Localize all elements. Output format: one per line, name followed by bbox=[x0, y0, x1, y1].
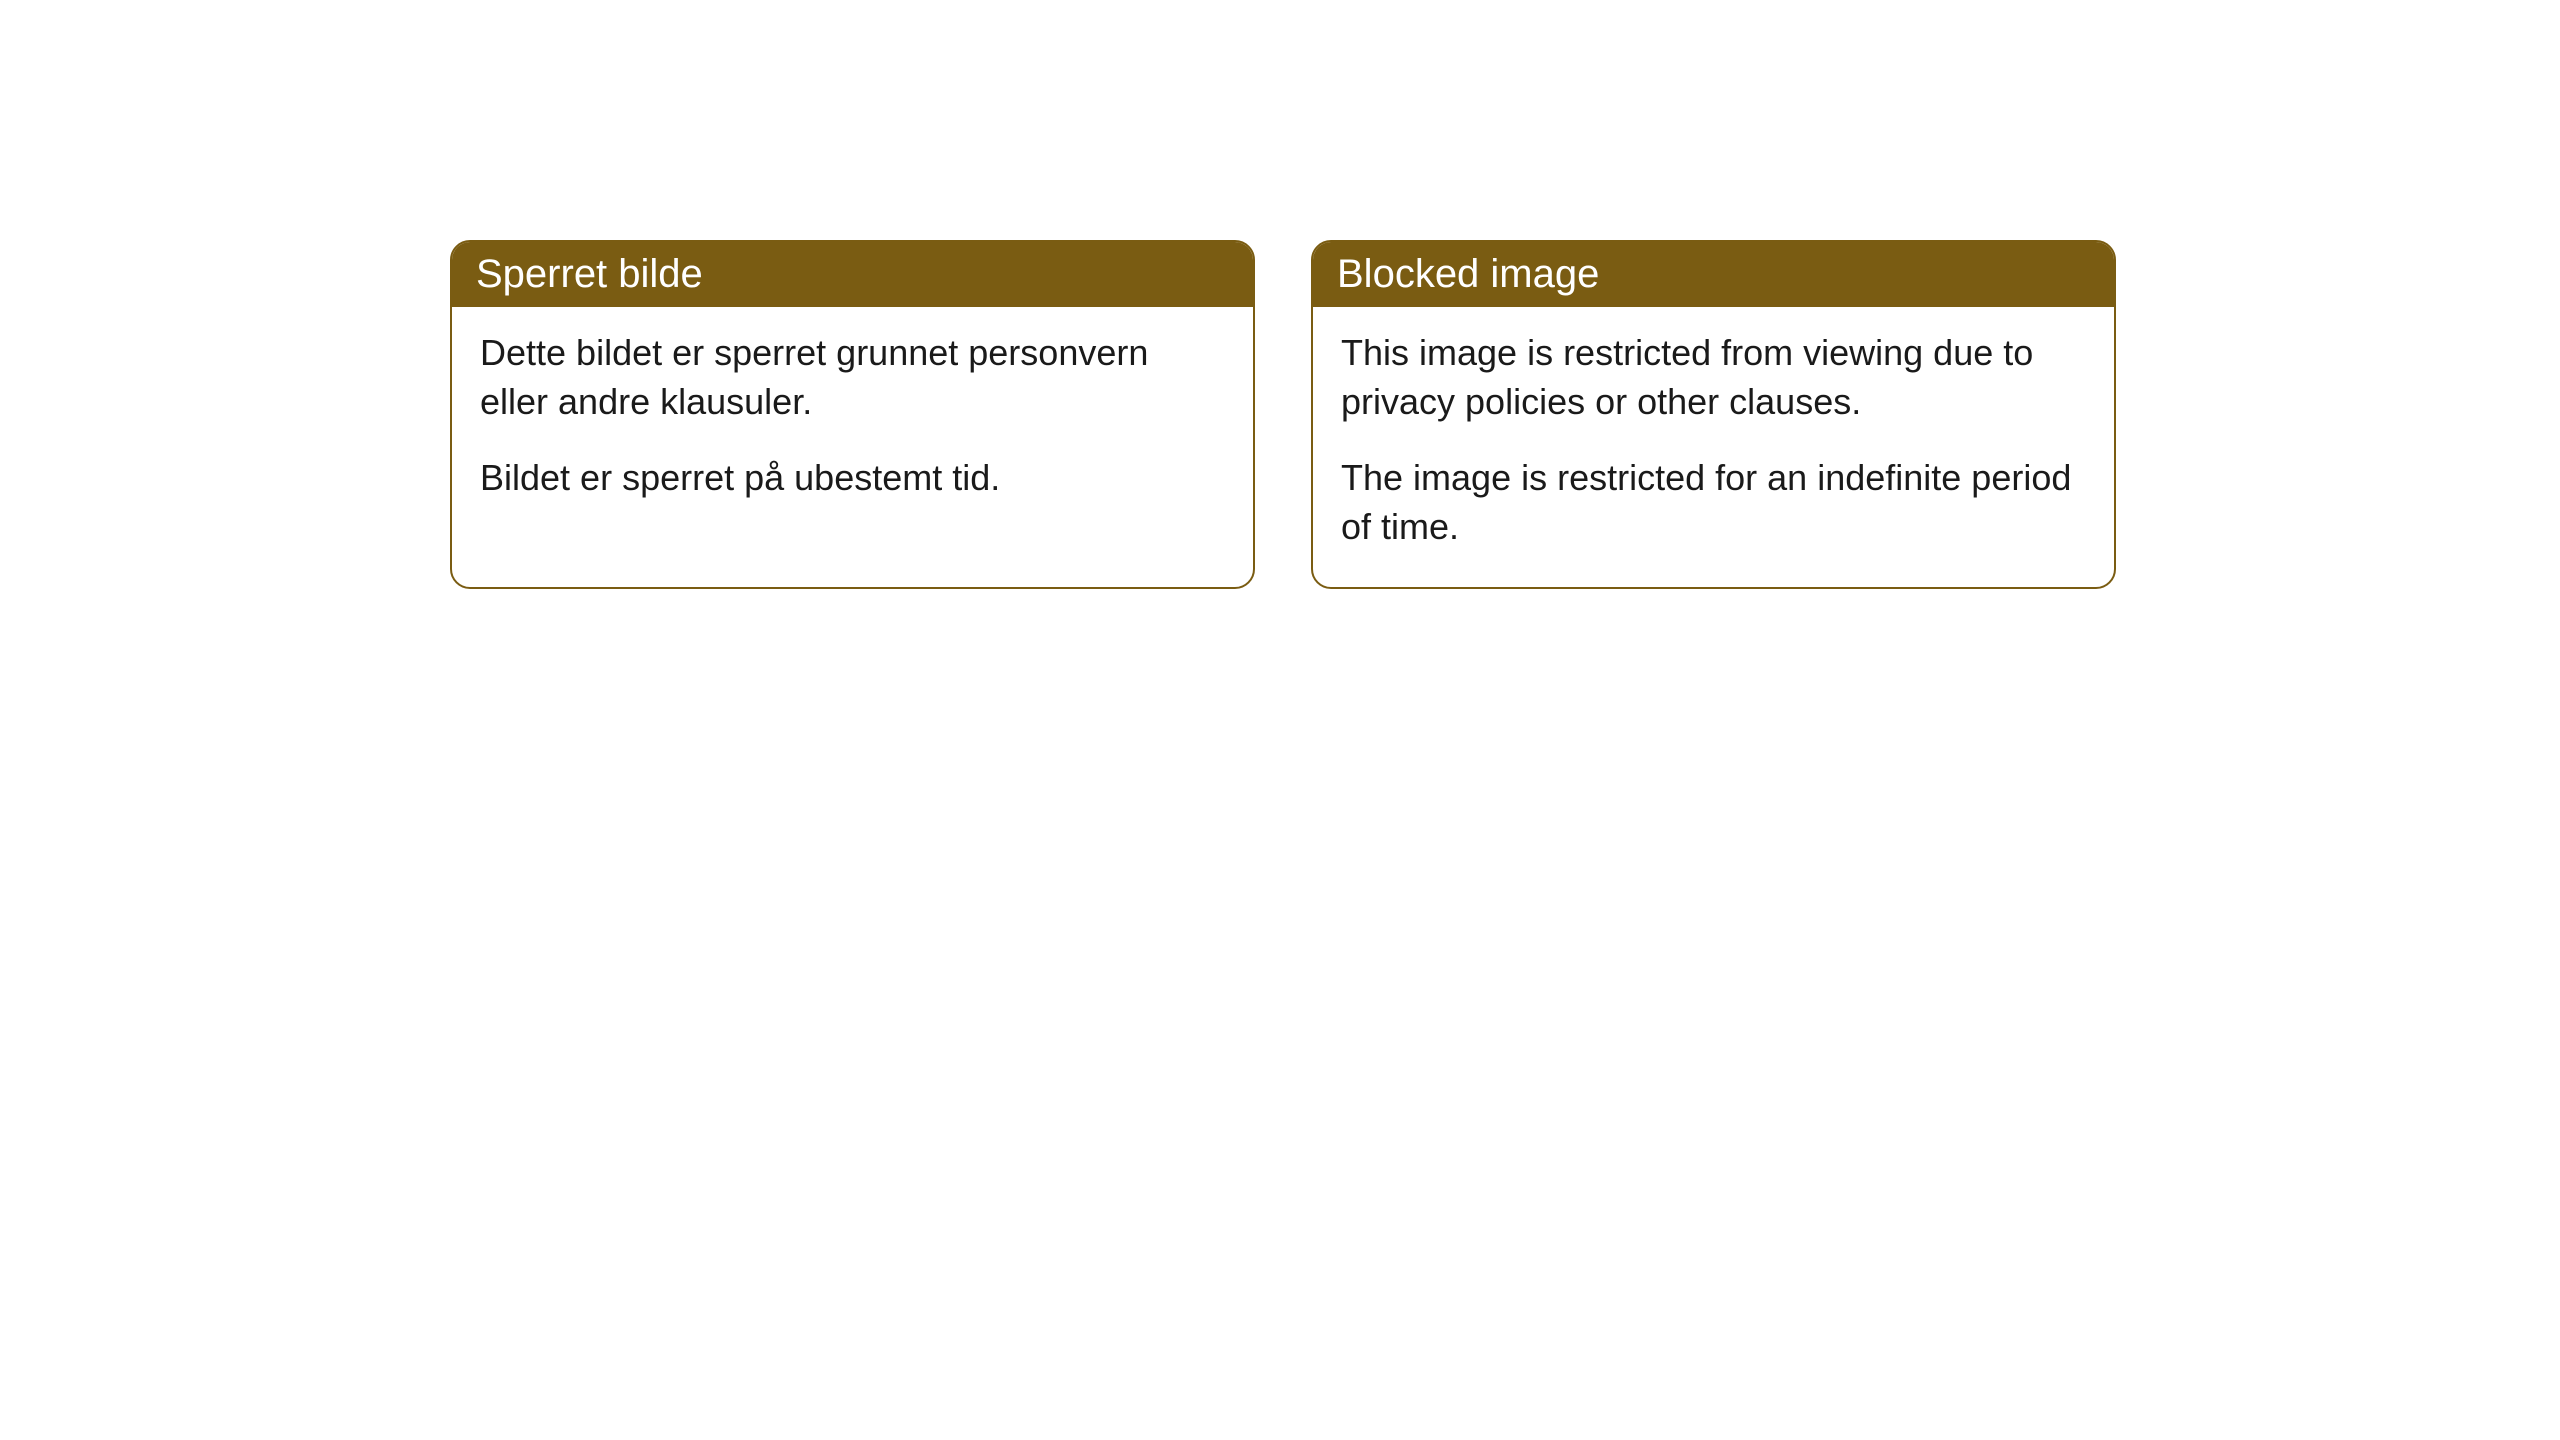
blocked-image-card-english: Blocked image This image is restricted f… bbox=[1311, 240, 2116, 589]
card-title: Sperret bilde bbox=[476, 252, 703, 296]
card-header: Blocked image bbox=[1313, 242, 2114, 307]
card-body: This image is restricted from viewing du… bbox=[1313, 307, 2114, 587]
card-body: Dette bildet er sperret grunnet personve… bbox=[452, 307, 1253, 539]
blocked-image-card-norwegian: Sperret bilde Dette bildet er sperret gr… bbox=[450, 240, 1255, 589]
card-paragraph: The image is restricted for an indefinit… bbox=[1341, 454, 2086, 551]
card-header: Sperret bilde bbox=[452, 242, 1253, 307]
card-paragraph: Bildet er sperret på ubestemt tid. bbox=[480, 454, 1225, 503]
card-title: Blocked image bbox=[1337, 252, 1599, 296]
card-paragraph: Dette bildet er sperret grunnet personve… bbox=[480, 329, 1225, 426]
card-paragraph: This image is restricted from viewing du… bbox=[1341, 329, 2086, 426]
notice-cards-container: Sperret bilde Dette bildet er sperret gr… bbox=[450, 240, 2116, 589]
